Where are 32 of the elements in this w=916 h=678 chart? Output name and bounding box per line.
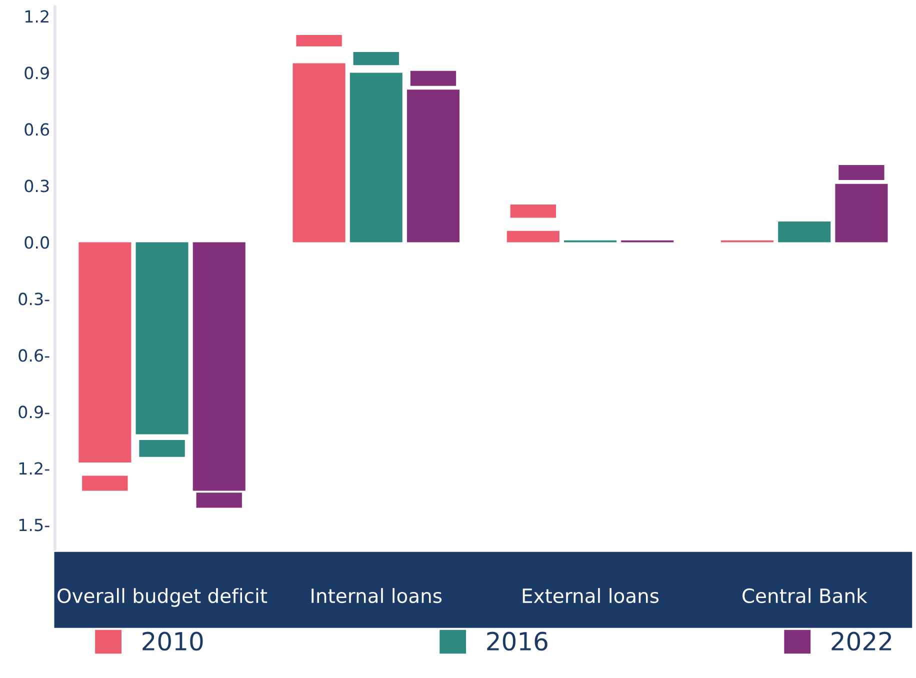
y-tick-label: 1.5- — [19, 518, 50, 532]
bar — [353, 52, 399, 66]
bar — [292, 63, 346, 242]
bar — [78, 242, 132, 463]
bar — [838, 164, 884, 180]
y-tick-label: 1.2- — [19, 462, 50, 475]
y-tick-label: 1.2 — [25, 10, 48, 23]
bar — [510, 204, 556, 218]
bar — [778, 221, 831, 242]
x-tick-label: Overall budget deficit — [58, 588, 268, 607]
bar — [136, 242, 188, 434]
legend-label: 2010 — [142, 632, 203, 651]
legend-label: 2022 — [832, 632, 891, 651]
bar — [82, 476, 128, 491]
legend-label: 2016 — [487, 632, 548, 651]
y-tick-label: 0.6- — [18, 349, 50, 362]
bar — [139, 440, 185, 457]
y-tick-label: 0.3- — [18, 292, 50, 306]
y-tick-label: 0.6 — [24, 123, 50, 136]
bar — [350, 72, 402, 242]
x-tick-label: External loans — [522, 588, 659, 604]
bar — [835, 184, 888, 242]
y-tick-label: 0.0 — [24, 236, 49, 249]
y-tick-label: 0.9- — [18, 406, 50, 418]
bar — [506, 230, 560, 242]
x-tick-label: Central Bank — [742, 588, 868, 604]
bar — [410, 70, 456, 86]
bar — [406, 90, 460, 242]
y-tick-label: 0.9 — [24, 66, 49, 80]
x-tick-label: Internal loans — [312, 588, 442, 604]
bar — [296, 35, 342, 46]
y-tick-label: 0.3 — [24, 180, 49, 192]
